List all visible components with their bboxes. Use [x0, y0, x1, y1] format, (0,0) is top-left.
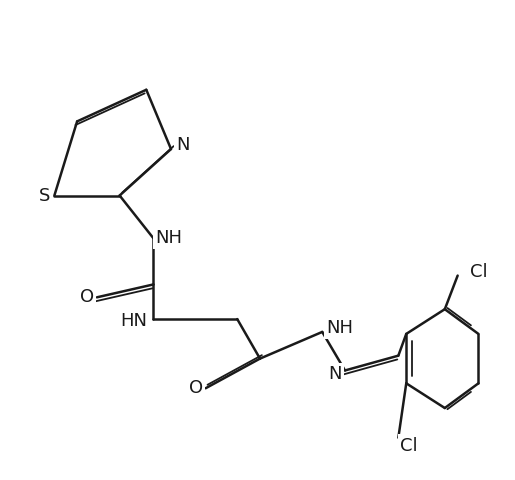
Text: Cl: Cl — [470, 263, 487, 281]
Text: O: O — [80, 288, 94, 306]
Text: S: S — [39, 187, 50, 204]
Text: NH: NH — [327, 319, 353, 337]
Text: Cl: Cl — [400, 437, 418, 455]
Text: N: N — [176, 136, 190, 154]
Text: NH: NH — [156, 229, 182, 247]
Text: HN: HN — [120, 312, 147, 330]
Text: N: N — [329, 365, 342, 384]
Text: O: O — [188, 379, 203, 397]
